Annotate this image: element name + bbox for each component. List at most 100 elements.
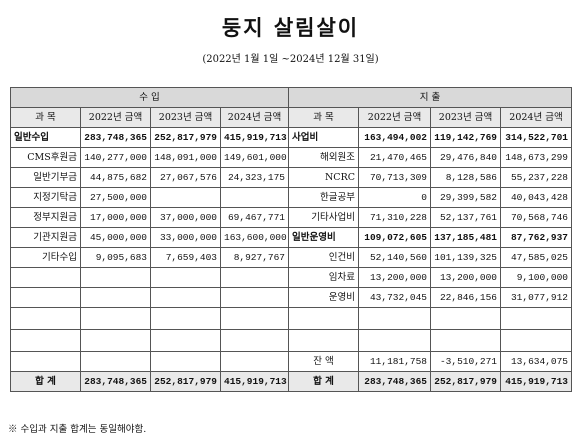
empty-cell (220, 351, 289, 372)
expense-value: 21,470,465 (358, 147, 431, 168)
empty-cell (288, 307, 359, 330)
expense-value: 31,077,912 (500, 287, 572, 308)
section-header-row: 수 입 지 출 (10, 87, 572, 108)
expense-value: 314,522,701 (500, 127, 572, 148)
expense-value: 52,137,761 (430, 207, 501, 228)
income-2024-header: 2024년 금액 (220, 107, 289, 128)
expense-section-header: 지 출 (288, 87, 572, 108)
expense-value: 22,846,156 (430, 287, 501, 308)
table-row: 일반수입 283,748,365 252,817,979 415,919,713… (10, 127, 572, 148)
table-row: 기관지원금 45,000,000 33,000,000 163,600,000 … (10, 227, 572, 248)
expense-value: 43,732,045 (358, 287, 431, 308)
expense-value: 71,310,228 (358, 207, 431, 228)
income-2022-header: 2022년 금액 (80, 107, 151, 128)
empty-cell (80, 329, 151, 352)
expense-total-value: 283,748,365 (358, 371, 431, 392)
expense-label: NCRC (288, 167, 359, 188)
expense-label: 일반운영비 (288, 227, 359, 248)
expense-2022-header: 2022년 금액 (358, 107, 431, 128)
expense-label: 임차료 (288, 267, 359, 288)
empty-cell (10, 351, 81, 372)
empty-cell (150, 307, 221, 330)
empty-cell (220, 287, 289, 308)
expense-label: 인건비 (288, 247, 359, 268)
income-2023-header: 2023년 금액 (150, 107, 221, 128)
expense-value: 148,673,299 (500, 147, 572, 168)
expense-value: 47,585,025 (500, 247, 572, 268)
page-title: 둥지 살림살이 (221, 15, 360, 40)
expense-value: 163,494,002 (358, 127, 431, 148)
income-value: 27,067,576 (150, 167, 221, 188)
income-value: 148,091,000 (150, 147, 221, 168)
balance-value: 11,181,758 (358, 351, 431, 372)
income-total-value: 283,748,365 (80, 371, 151, 392)
income-value: 33,000,000 (150, 227, 221, 248)
empty-cell (150, 267, 221, 288)
table-row: CMS후원금 140,277,000 148,091,000 149,601,0… (10, 147, 572, 168)
empty-cell (220, 307, 289, 330)
expense-total-value: 252,817,979 (430, 371, 501, 392)
expense-value: 13,200,000 (430, 267, 501, 288)
income-value (150, 187, 221, 208)
income-label: CMS후원금 (10, 147, 81, 168)
expense-value: 29,476,840 (430, 147, 501, 168)
footnote: ※ 수입과 지출 합계는 동일해야함. (8, 424, 147, 435)
income-label: 지정기탁금 (10, 187, 81, 208)
expense-value: 70,568,746 (500, 207, 572, 228)
income-value: 140,277,000 (80, 147, 151, 168)
expense-value: 40,043,428 (500, 187, 572, 208)
expense-value: 70,713,309 (358, 167, 431, 188)
expense-value: 52,140,560 (358, 247, 431, 268)
empty-cell (10, 329, 81, 352)
income-value: 283,748,365 (80, 127, 151, 148)
empty-cell (80, 351, 151, 372)
total-row: 합 계 283,748,365 252,817,979 415,919,713 … (10, 371, 572, 392)
empty-cell (288, 329, 359, 352)
expense-value: 9,100,000 (500, 267, 572, 288)
table-row: 지정기탁금 27,500,000 한글공부 0 29,399,582 40,04… (10, 187, 572, 208)
empty-cell (500, 307, 572, 330)
expense-item-header: 과 목 (288, 107, 359, 128)
expense-label: 해외원조 (288, 147, 359, 168)
expense-label: 운영비 (288, 287, 359, 308)
empty-cell (10, 307, 81, 330)
expense-label: 한글공부 (288, 187, 359, 208)
income-value: 163,600,000 (220, 227, 289, 248)
table-row: 일반기부금 44,875,682 27,067,576 24,323,175 N… (10, 167, 572, 188)
empty-cell (150, 329, 221, 352)
expense-value: 87,762,937 (500, 227, 572, 248)
expense-value: 0 (358, 187, 431, 208)
income-value (220, 187, 289, 208)
income-item-header: 과 목 (10, 107, 81, 128)
income-label: 기관지원금 (10, 227, 81, 248)
expense-2024-header: 2024년 금액 (500, 107, 572, 128)
expense-label: 기타사업비 (288, 207, 359, 228)
empty-cell (430, 329, 501, 352)
empty-cell (80, 287, 151, 308)
income-label: 정부지원금 (10, 207, 81, 228)
expense-value: 8,128,586 (430, 167, 501, 188)
table-row (10, 307, 572, 330)
empty-cell (80, 307, 151, 330)
income-value: 27,500,000 (80, 187, 151, 208)
income-value: 8,927,767 (220, 247, 289, 268)
balance-label: 잔 액 (288, 351, 359, 372)
balance-value: 13,634,075 (500, 351, 572, 372)
income-value: 149,601,000 (220, 147, 289, 168)
income-total-label: 합 계 (10, 371, 81, 392)
expense-value: 13,200,000 (358, 267, 431, 288)
empty-cell (500, 329, 572, 352)
period-subtitle: (2022년 1월 1일 ~2024년 12월 31일) (202, 54, 379, 65)
income-section-header: 수 입 (10, 87, 289, 108)
balance-value: -3,510,271 (430, 351, 501, 372)
income-value: 17,000,000 (80, 207, 151, 228)
income-value: 24,323,175 (220, 167, 289, 188)
empty-cell (358, 307, 431, 330)
empty-cell (430, 307, 501, 330)
expense-label: 사업비 (288, 127, 359, 148)
budget-table: 수 입 지 출 과 목 2022년 금액 2023년 금액 2024년 금액 과… (10, 87, 572, 392)
income-label: 기타수입 (10, 247, 81, 268)
income-value: 37,000,000 (150, 207, 221, 228)
income-label: 일반수입 (10, 127, 81, 148)
expense-value: 29,399,582 (430, 187, 501, 208)
